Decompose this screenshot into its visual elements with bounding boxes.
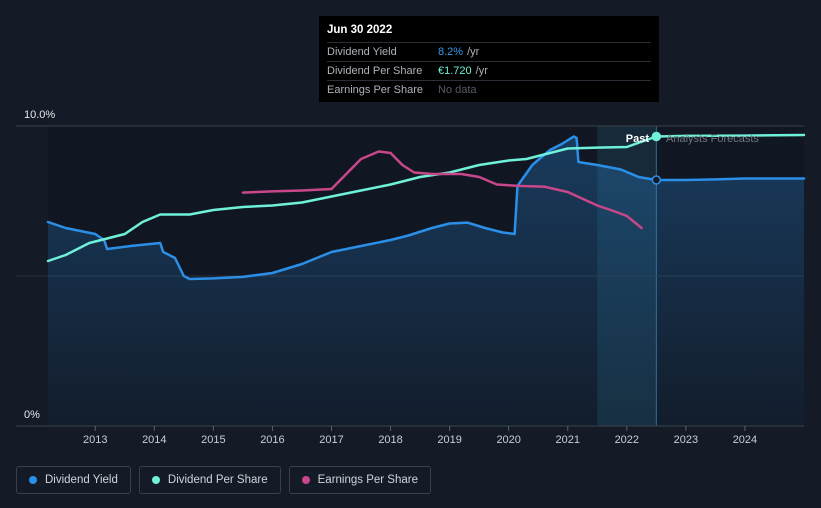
x-tick-label: 2020: [496, 434, 520, 446]
x-tick-label: 2013: [83, 434, 107, 446]
dividend-yield-line: [46, 135, 806, 281]
x-tick-label: 2016: [260, 434, 284, 446]
y-max-label: 10.0%: [24, 109, 55, 121]
legend-item-earnings-per-share[interactable]: Earnings Per Share: [288, 466, 431, 494]
tooltip-row-dividend-yield: Dividend Yield 8.2% /yr: [327, 42, 651, 61]
x-tick-label: 2018: [378, 434, 402, 446]
dividend-per-share-line: [46, 133, 806, 263]
x-tick-label: 2023: [674, 434, 698, 446]
x-tick-label: 2019: [437, 434, 461, 446]
legend-item-dividend-per-share[interactable]: Dividend Per Share: [138, 466, 281, 494]
x-tick-label: 2014: [142, 434, 166, 446]
highlight-marker: [651, 131, 662, 142]
tooltip-row-dividend-per-share: Dividend Per Share €1.720 /yr: [327, 61, 651, 80]
forecast-label: Analysts Forecasts: [666, 133, 759, 145]
legend-label: Dividend Yield: [45, 474, 118, 486]
tooltip-unit: /yr: [475, 65, 488, 77]
legend-dot-icon: [151, 476, 160, 484]
x-tick-label: 2021: [556, 434, 580, 446]
tooltip-label: Dividend Yield: [327, 46, 397, 58]
earnings-per-share-line: [241, 150, 643, 230]
x-tick-label: 2017: [319, 434, 343, 446]
dividend-yield-area: [48, 136, 804, 426]
legend: Dividend Yield Dividend Per Share Earnin…: [16, 466, 431, 494]
legend-item-dividend-yield[interactable]: Dividend Yield: [16, 466, 131, 494]
tooltip-date: Jun 30 2022: [327, 24, 393, 36]
x-tick-label: 2015: [201, 434, 225, 446]
legend-label: Earnings Per Share: [317, 474, 418, 486]
tooltip-label: Earnings Per Share: [327, 84, 423, 96]
x-tick-label: 2022: [615, 434, 639, 446]
x-tick-label: 2024: [733, 434, 757, 446]
tooltip-row-earnings-per-share: Earnings Per Share No data: [327, 80, 651, 99]
highlight-marker: [651, 175, 662, 185]
tooltip: Jun 30 2022 Dividend Yield 8.2% /yr Divi…: [319, 16, 659, 102]
tooltip-label: Dividend Per Share: [327, 65, 423, 77]
tooltip-value: €1.720: [438, 65, 472, 77]
legend-dot-icon: [301, 476, 310, 484]
legend-label: Dividend Per Share: [167, 474, 268, 486]
legend-dot-icon: [29, 476, 37, 484]
past-label: Past: [626, 133, 650, 145]
tooltip-unit: /yr: [467, 46, 480, 58]
y-min-label: 0%: [24, 409, 40, 421]
tooltip-value: No data: [438, 84, 477, 96]
tooltip-value: 8.2%: [438, 46, 464, 58]
